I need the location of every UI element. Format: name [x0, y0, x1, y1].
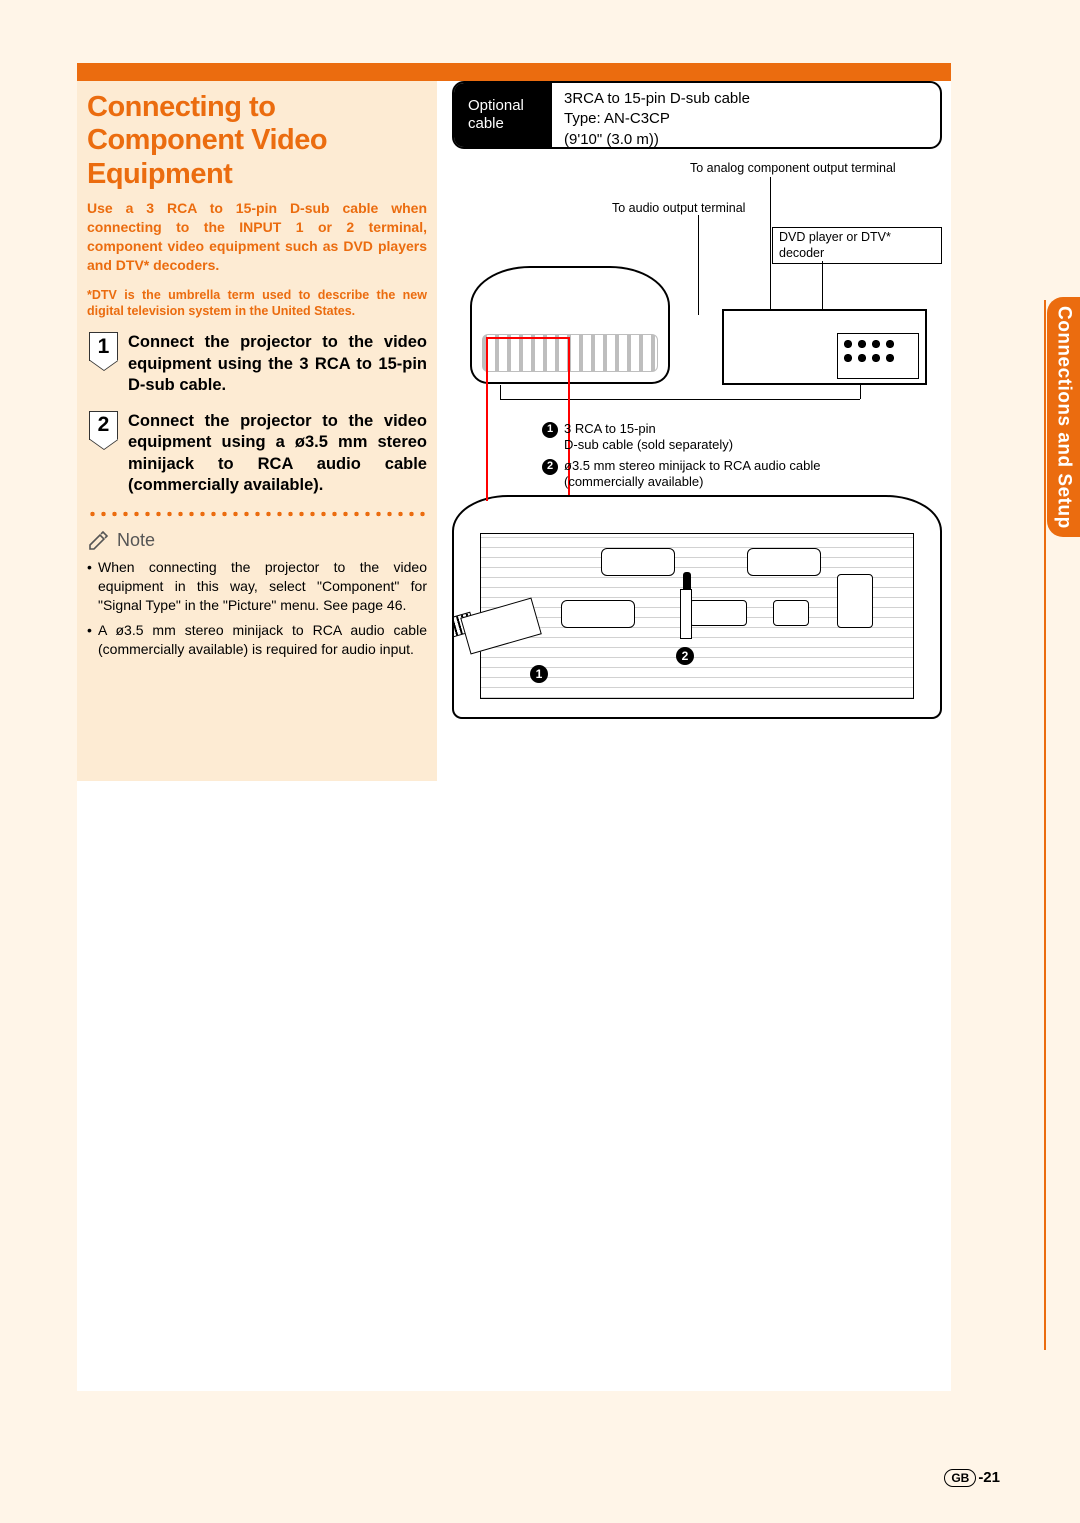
service-port — [837, 574, 873, 628]
page-region-badge: GB — [944, 1469, 976, 1487]
red-leader-line — [486, 493, 488, 501]
section-tab: Connections and Setup — [1047, 297, 1080, 537]
cable-line-2: Type: AN-C3CP — [564, 109, 928, 129]
step-1-marker: 1 — [87, 332, 120, 396]
step-2: 2 Connect the projector to the video equ… — [87, 411, 427, 497]
closeup-number-2: 2 — [676, 647, 694, 665]
leader-line — [822, 261, 823, 311]
callout-1-text: 3 RCA to 15-pin D-sub cable (sold separa… — [564, 421, 733, 454]
dsub-plug-illustration — [452, 607, 558, 651]
callout-2-text: ø3.5 mm stereo minijack to RCA audio cab… — [564, 458, 821, 491]
connection-diagram-top: To analog component output terminal To a… — [452, 161, 942, 491]
svideo-port — [689, 600, 747, 626]
cable-line — [860, 385, 861, 399]
page-title: Connecting to Component Video Equipment — [87, 91, 427, 191]
dsub-port-2 — [747, 548, 821, 576]
step-2-number: 2 — [89, 411, 118, 440]
content-area: Connecting to Component Video Equipment … — [77, 81, 951, 1391]
step-2-text: Connect the projector to the video equip… — [120, 411, 427, 497]
leader-line — [698, 215, 699, 315]
callout-2-line-b: (commercially available) — [564, 474, 703, 489]
leader-line — [770, 177, 771, 315]
section-side-rule — [1044, 300, 1046, 1350]
red-leader-line — [528, 337, 570, 339]
right-column: Optional cable 3RCA to 15-pin D-sub cabl… — [452, 81, 942, 725]
callout-1-line-a: 3 RCA to 15-pin — [564, 421, 656, 436]
dtv-footnote: *DTV is the umbrella term used to descri… — [87, 287, 427, 321]
label-analog-component: To analog component output terminal — [690, 161, 896, 177]
section-tab-label: Connections and Setup — [1053, 306, 1075, 529]
projector-illustration — [470, 266, 670, 384]
label-audio-output: To audio output terminal — [612, 201, 745, 217]
note-heading: Note — [87, 528, 427, 552]
note-item-2: A ø3.5 mm stereo minijack to RCA audio c… — [98, 621, 427, 659]
optional-cable-box: Optional cable 3RCA to 15-pin D-sub cabl… — [452, 81, 942, 149]
red-leader-line — [486, 337, 488, 505]
page-number: GB-21 — [944, 1469, 1000, 1487]
cable-line — [500, 399, 860, 400]
optional-cable-details: 3RCA to 15-pin D-sub cable Type: AN-C3CP… — [552, 83, 940, 147]
label-dvd-decoder: DVD player or DTV* decoder — [772, 227, 942, 264]
video-port — [773, 600, 809, 626]
dvd-player-illustration — [722, 309, 927, 385]
cable-line-3: (9'10" (3.0 m)) — [564, 130, 928, 150]
page-number-value: -21 — [978, 1469, 1000, 1486]
intro-paragraph: Use a 3 RCA to 15-pin D-sub cable when c… — [87, 199, 427, 275]
callout-1-line-b: D-sub cable (sold separately) — [564, 437, 733, 452]
step-1-text: Connect the projector to the video equip… — [120, 332, 427, 396]
callout-number-1: 1 — [542, 422, 558, 438]
audio-minijack-illustration — [680, 589, 692, 639]
note-heading-text: Note — [117, 530, 155, 551]
cable-callouts: 1 3 RCA to 15-pin D-sub cable (sold sepa… — [542, 421, 821, 494]
step-1-arrow-icon — [90, 360, 118, 370]
connection-diagram-closeup: 1 2 — [452, 495, 942, 725]
optional-cable-label: Optional cable — [454, 83, 552, 147]
callout-2-line-a: ø3.5 mm stereo minijack to RCA audio cab… — [564, 458, 821, 473]
dotted-divider — [87, 510, 427, 518]
dsub-port-out — [561, 600, 635, 628]
pencil-icon — [87, 528, 111, 552]
step-2-marker: 2 — [87, 411, 120, 497]
step-2-arrow-icon — [90, 439, 118, 449]
callout-number-2: 2 — [542, 459, 558, 475]
dsub-port-1 — [601, 548, 675, 576]
cable-line-1: 3RCA to 15-pin D-sub cable — [564, 89, 928, 109]
note-list: When connecting the projector to the vid… — [87, 558, 427, 658]
closeup-number-1: 1 — [530, 665, 548, 683]
cable-line — [500, 385, 501, 399]
header-accent-bar — [77, 63, 951, 81]
left-column: Connecting to Component Video Equipment … — [77, 81, 437, 781]
note-item-1: When connecting the projector to the vid… — [98, 558, 427, 615]
step-1: 1 Connect the projector to the video equ… — [87, 332, 427, 396]
red-leader-line — [486, 337, 530, 339]
step-1-number: 1 — [89, 332, 118, 361]
projector-rear-panel: 1 2 — [452, 495, 942, 719]
